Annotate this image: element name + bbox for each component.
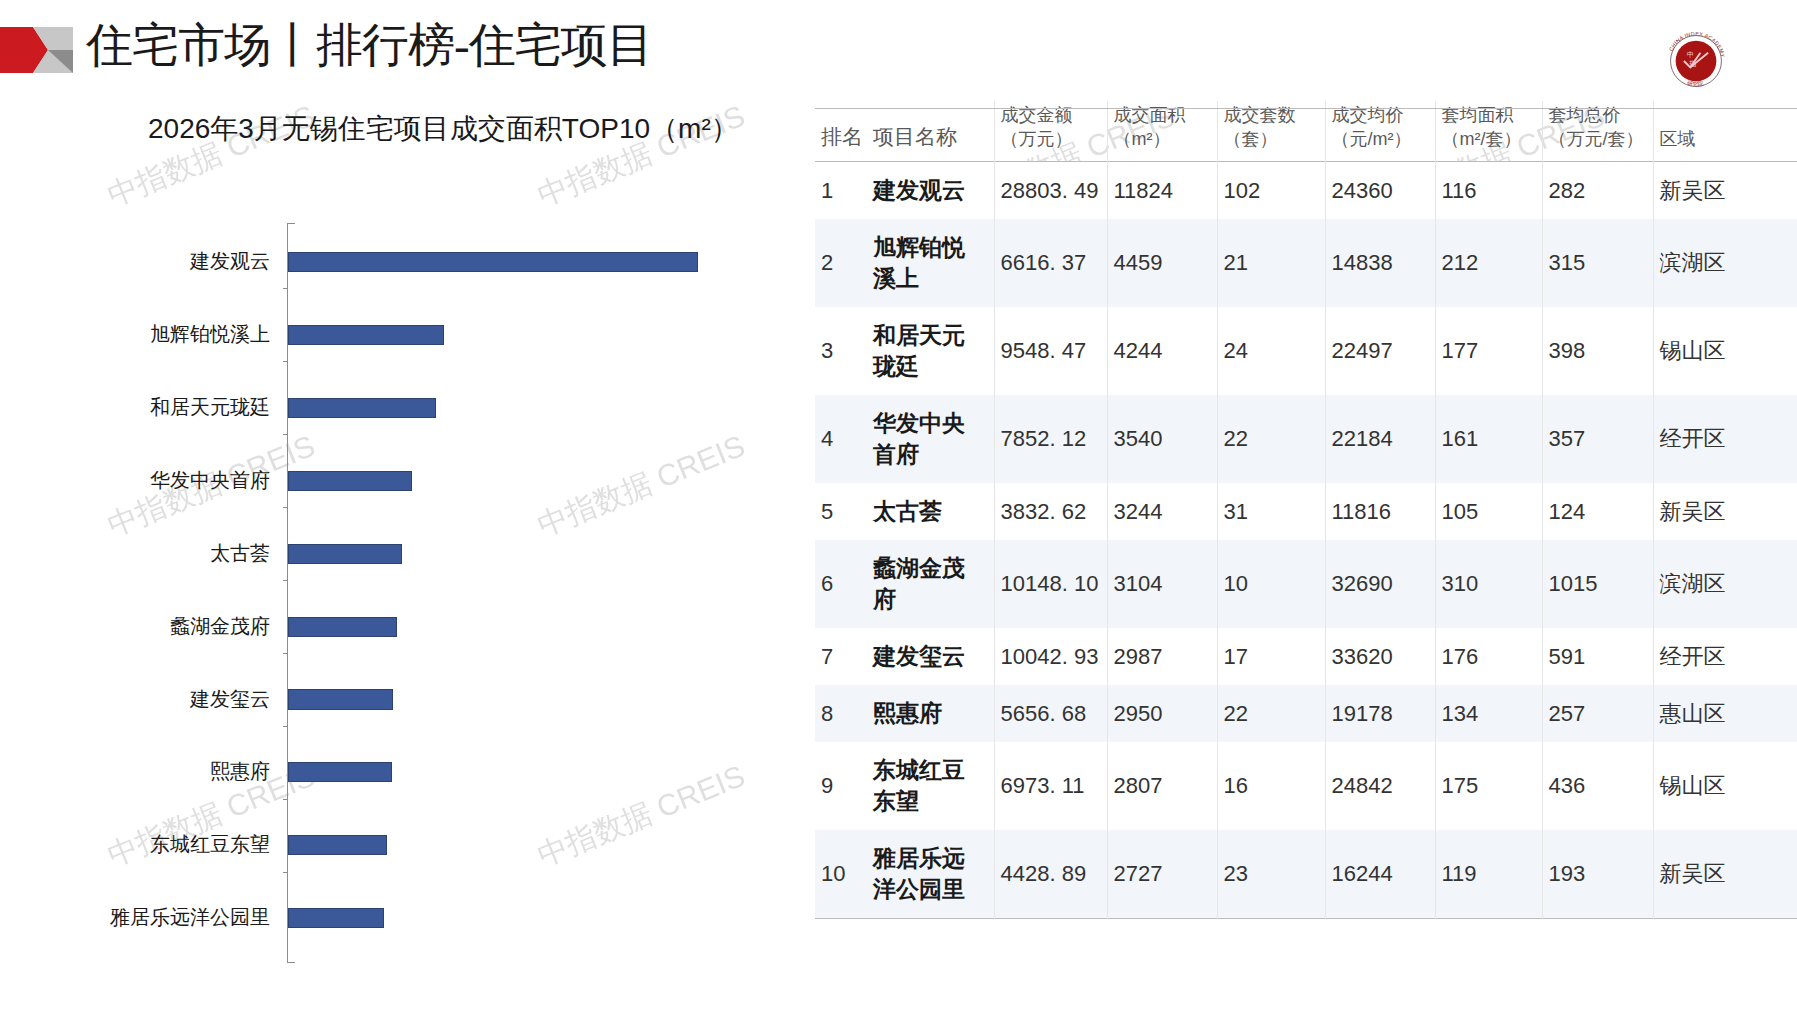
- svg-text:中: 中: [1687, 51, 1694, 58]
- svg-text:指: 指: [1688, 60, 1696, 67]
